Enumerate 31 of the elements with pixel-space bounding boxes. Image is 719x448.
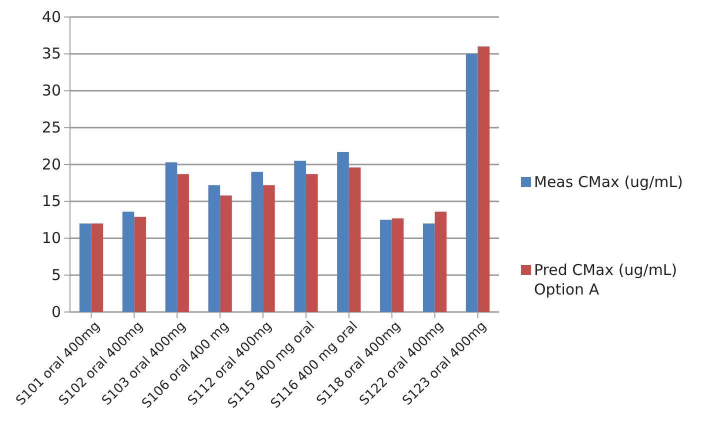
y-tick-label: 35	[42, 44, 61, 63]
bar	[348, 167, 361, 312]
bar	[91, 224, 104, 312]
bar	[294, 160, 306, 312]
bar	[263, 185, 275, 312]
bar	[337, 152, 349, 312]
y-tick-label: 10	[42, 229, 61, 248]
bar	[466, 54, 478, 312]
y-tick-label: 0	[51, 302, 61, 321]
y-tick-label: 30	[42, 82, 61, 100]
bar	[434, 212, 447, 312]
y-tick-label: 25	[42, 118, 61, 136]
y-tick-label: 5	[51, 266, 61, 284]
bar	[392, 218, 404, 312]
bar	[208, 185, 220, 312]
legend-label: Pred CMax (ug/mL) Option A	[534, 261, 678, 298]
bar	[380, 220, 392, 312]
bar	[422, 224, 435, 312]
bar	[220, 195, 232, 312]
bar	[165, 162, 178, 312]
bar	[122, 212, 134, 312]
bar	[177, 174, 189, 312]
y-tick-label: 20	[42, 155, 61, 174]
bar	[478, 46, 490, 312]
bar	[306, 174, 318, 312]
y-tick-label: 40	[42, 8, 61, 26]
legend-label: Meas CMax (ug/mL)	[534, 173, 683, 191]
bar	[79, 224, 92, 312]
y-tick-label: 15	[42, 192, 61, 210]
bar	[251, 172, 264, 312]
bar	[134, 216, 146, 312]
